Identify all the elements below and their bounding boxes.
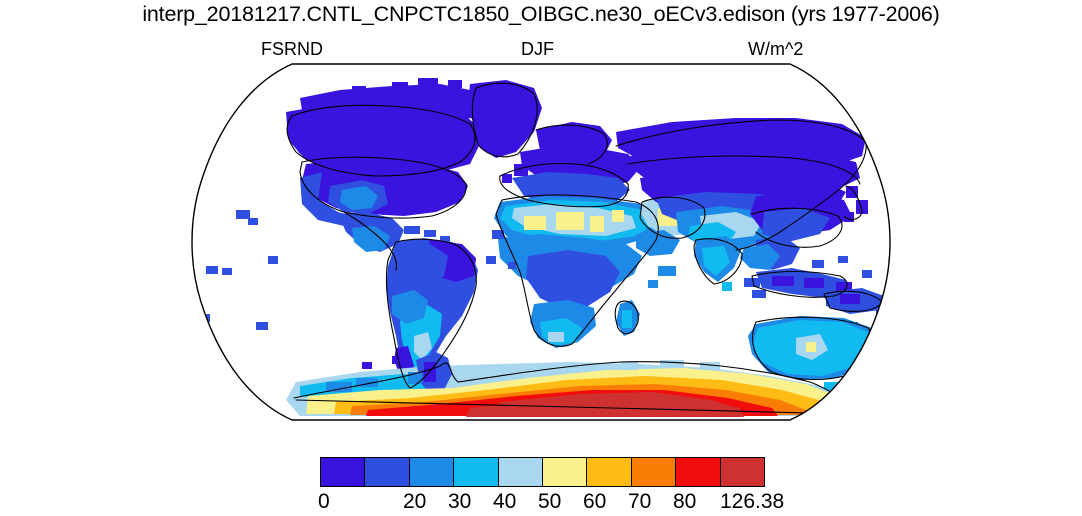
colorbar-cell-4: [498, 458, 544, 486]
title-bar: interp_20181217.CNTL_CNPCTC1850_OIBGC.ne…: [0, 0, 1082, 30]
colorbar-cell-7: [631, 458, 677, 486]
colorbar-cell-6: [587, 458, 632, 486]
colorbar-cell-0: [321, 458, 366, 486]
colorbar-label-8: 126.38: [720, 490, 785, 513]
season-label: DJF: [521, 39, 554, 59]
colorbar-label-4: 50: [538, 490, 562, 513]
colorbar-label-5: 60: [583, 490, 607, 513]
units-label: W/m^2: [748, 39, 804, 59]
colorbar-cell-5: [543, 458, 588, 486]
region-antarctica: [286, 352, 848, 417]
map-plot-area: [0, 60, 1082, 440]
page-title: interp_20181217.CNTL_CNPCTC1850_OIBGC.ne…: [142, 2, 940, 27]
colorbar-label-6: 70: [628, 490, 652, 513]
colorbar-cell-8: [676, 458, 721, 486]
colorbar-tick-labels: 0 20 30 40 50 60 70 80 126.38: [300, 489, 800, 515]
colorbar-label-2: 30: [448, 490, 472, 513]
colorbar: [320, 457, 765, 487]
region-asia: [616, 118, 886, 336]
colorbar-cell-9: [720, 458, 765, 486]
variable-label: FSRND: [261, 39, 323, 59]
colorbar-cell-3: [454, 458, 499, 486]
colorbar-label-0: 0: [318, 490, 330, 513]
colorbar-label-3: 40: [493, 490, 517, 513]
colorbar-label-7: 80: [673, 490, 697, 513]
robinson-projection-map: [191, 63, 891, 421]
colorbar-cell-2: [409, 458, 455, 486]
region-north-america: [198, 78, 542, 330]
colorbar-label-1: 20: [403, 490, 427, 513]
colorbar-cell-1: [365, 458, 410, 486]
region-africa-europe: [486, 122, 704, 348]
colorbar-cells: [320, 457, 765, 487]
map-data-layer: [192, 64, 890, 420]
map-frame-outline: [191, 63, 891, 421]
subtitle-bar: FSRND DJF W/m^2: [0, 38, 1082, 60]
